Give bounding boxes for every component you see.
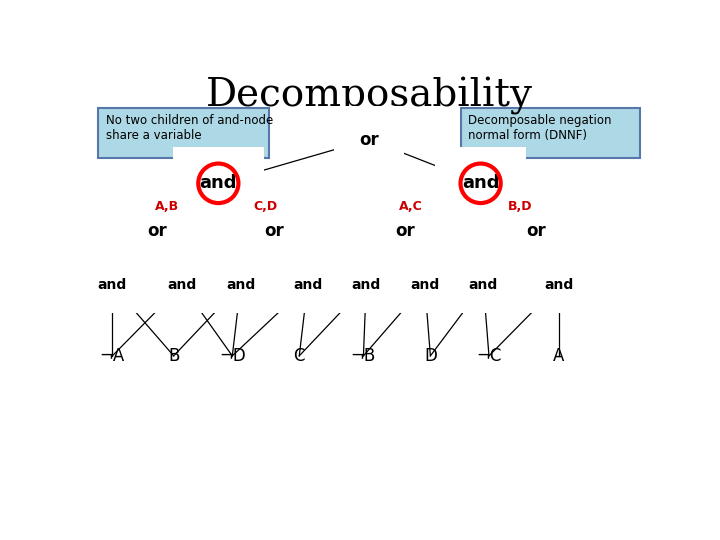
- Text: A,C: A,C: [399, 200, 423, 213]
- Text: or: or: [526, 222, 546, 240]
- Text: and: and: [462, 174, 500, 192]
- Text: ¬A: ¬A: [99, 347, 125, 365]
- Text: and: and: [351, 278, 381, 292]
- Text: ¬B: ¬B: [351, 347, 376, 365]
- Text: and: and: [293, 278, 323, 292]
- Text: B,D: B,D: [508, 200, 532, 213]
- Text: A: A: [553, 347, 564, 365]
- FancyBboxPatch shape: [461, 109, 639, 158]
- Text: and: and: [199, 174, 237, 192]
- Text: and: and: [226, 278, 256, 292]
- Text: D: D: [424, 347, 437, 365]
- Text: Decomposable negation
normal form (DNNF): Decomposable negation normal form (DNNF): [468, 114, 612, 142]
- Text: A,B: A,B: [155, 200, 179, 213]
- Text: or: or: [147, 222, 167, 240]
- Text: and: and: [544, 278, 573, 292]
- FancyBboxPatch shape: [99, 109, 269, 158]
- Text: Decomposability: Decomposability: [205, 77, 533, 115]
- Text: ¬C: ¬C: [477, 347, 502, 365]
- Text: and: and: [98, 278, 127, 292]
- Text: No two children of and-node
share a variable: No two children of and-node share a vari…: [106, 114, 273, 142]
- Text: B: B: [168, 347, 179, 365]
- Text: C,D: C,D: [253, 200, 278, 213]
- Text: or: or: [395, 222, 415, 240]
- Text: or: or: [359, 131, 379, 149]
- Text: and: and: [168, 278, 197, 292]
- Text: or: or: [264, 222, 284, 240]
- Text: and: and: [469, 278, 498, 292]
- Text: ¬D: ¬D: [219, 347, 246, 365]
- Text: C: C: [294, 347, 305, 365]
- Text: and: and: [410, 278, 439, 292]
